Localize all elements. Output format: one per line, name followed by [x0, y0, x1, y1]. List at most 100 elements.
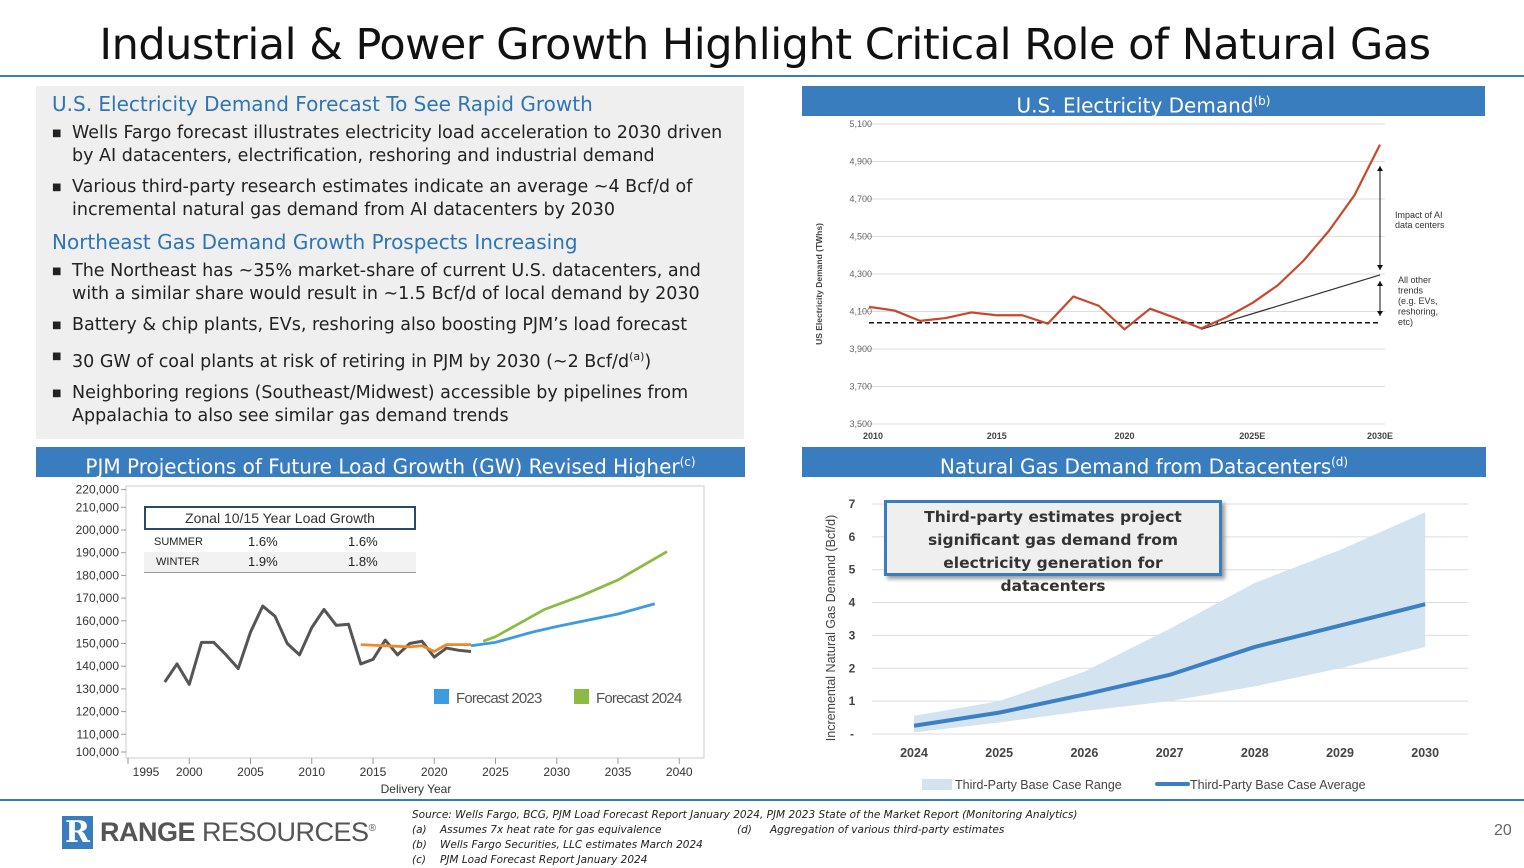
divider: [0, 75, 1524, 77]
footnote: (a) Assumes 7x heat rate for gas equivale…: [412, 824, 662, 836]
y-tick-label: 4,700: [849, 194, 872, 204]
elec-demand-header: U.S. Electricity Demand(b): [802, 86, 1485, 118]
legend-swatch: [434, 689, 449, 704]
pjm-header: PJM Projections of Future Load Growth (G…: [36, 447, 745, 479]
y-tick-label: 4,300: [849, 269, 872, 279]
arrowhead-icon: [1377, 166, 1383, 171]
x-tick-label: 2025E: [1239, 431, 1265, 441]
x-tick-label: 2027: [1156, 746, 1184, 760]
y-tick-label: 5,100: [849, 119, 872, 129]
x-tick-label: 2035: [605, 765, 632, 779]
bullet: ■ The Northeast has ~35% market-share of …: [52, 260, 728, 306]
x-tick-label: 2030: [543, 765, 570, 779]
y-tick-label: 3,700: [849, 382, 872, 392]
logo-text: RANGE: [100, 817, 196, 847]
series-line-forecast-2024: [482, 550, 668, 643]
legend-label: Third-Party Base Case Range: [955, 778, 1122, 792]
footnote-ref: (a): [629, 350, 645, 363]
legend-label: Forecast 2023: [456, 690, 542, 707]
table-row: SUMMER 1.6% 1.6%: [144, 532, 416, 552]
y-tick-label: 4: [849, 596, 856, 610]
table-row: WINTER 1.9% 1.8%: [144, 552, 416, 572]
x-tick-label: 2030: [1411, 746, 1439, 760]
y-tick-label: 160,000: [76, 614, 120, 628]
y-tick-label: 1: [849, 694, 856, 708]
y-tick-label: 7: [849, 497, 856, 511]
y-tick-label: 3: [849, 628, 856, 642]
table-cell: 1.8%: [348, 554, 378, 569]
y-tick-label: 5: [849, 563, 856, 577]
series-line-historical: [163, 604, 472, 686]
footnote-ref: (b): [1253, 94, 1271, 108]
y-tick-label: 4,900: [849, 157, 872, 167]
heading-electricity: U.S. Electricity Demand Forecast To See …: [52, 92, 593, 116]
series-line-average: [913, 602, 1426, 728]
x-tick-label: 2024: [900, 746, 928, 760]
y-tick-label: -: [850, 727, 854, 741]
x-tick-label: 2026: [1070, 746, 1098, 760]
arrowhead-icon: [1377, 281, 1383, 286]
series-area-range: [914, 512, 1426, 733]
x-tick-label: 2015: [360, 765, 387, 779]
x-tick-label: 2040: [666, 765, 693, 779]
y-tick-label: 170,000: [76, 591, 120, 605]
bullet: ■ Various third-party research estimates …: [52, 176, 728, 222]
header-text: U.S. Electricity Demand: [1016, 93, 1254, 118]
series-line-other-trends: [1200, 274, 1381, 330]
y-tick-label: 220,000: [76, 483, 120, 497]
bullet: ■ 30 GW of coal plants at risk of retirin…: [52, 350, 652, 372]
bullet-text: ): [644, 351, 652, 372]
y-tick-label: 140,000: [76, 659, 120, 673]
table-cell: SUMMER: [154, 536, 203, 548]
y-tick-label: 4,500: [849, 232, 872, 242]
series-line-forecast-2023: [470, 602, 656, 648]
series-line-actual: [360, 643, 471, 653]
x-axis-label: Delivery Year: [381, 782, 452, 796]
arrowhead-icon: [1377, 265, 1383, 270]
footnote-ref: (d): [1331, 455, 1349, 469]
bullet: ■ Neighboring regions (Southeast/Midwest)…: [52, 382, 728, 428]
y-tick-label: 100,000: [76, 745, 120, 759]
y-tick-label: 4,100: [849, 307, 872, 317]
x-tick-label: 2025: [985, 746, 1013, 760]
x-tick-label: 2000: [176, 765, 203, 779]
x-tick-label: 2015: [987, 431, 1007, 441]
table-cell: 1.9%: [248, 554, 278, 569]
footnote: (b) Wells Fargo Securities, LLC estimates…: [412, 839, 703, 851]
annotation-other: All other trends (e.g. EVs, reshoring, etc): [1398, 275, 1438, 327]
x-tick-label: 2028: [1241, 746, 1269, 760]
bullet-text: Neighboring regions (Southeast/Midwest) …: [72, 382, 689, 426]
load-growth-table: SUMMER 1.6% 1.6% WINTER 1.9% 1.8%: [144, 532, 416, 573]
source-note: Source: Wells Fargo, BCG, PJM Load Forec…: [412, 809, 1078, 821]
highlights-panel: U.S. Electricity Demand Forecast To See …: [36, 86, 744, 439]
gas-demand-header: Natural Gas Demand from Datacenters(d): [802, 447, 1486, 479]
bullet-text: Battery & chip plants, EVs, reshoring al…: [72, 315, 688, 335]
divider: [0, 799, 1524, 801]
x-tick-label: 2010: [863, 431, 883, 441]
footnote-ref: (c): [679, 455, 696, 469]
y-tick-label: 190,000: [76, 546, 120, 560]
gas-callout: Third-party estimates project significan…: [884, 500, 1222, 595]
table-cell: WINTER: [156, 556, 200, 568]
page-number: 20: [1494, 822, 1512, 839]
x-tick-label: 2005: [237, 765, 264, 779]
annotation-ai: Impact of AI data centers: [1395, 210, 1445, 230]
legend-label: Forecast 2024: [596, 690, 682, 707]
y-axis-label: Incremental Natural Gas Demand (Bcf/d): [824, 515, 838, 741]
plot-frame: [125, 485, 705, 759]
x-tick-label: 2020: [1114, 431, 1134, 441]
y-tick-label: 3,500: [849, 419, 872, 429]
y-tick-label: 3,900: [849, 344, 872, 354]
arrowhead-icon: [1377, 311, 1383, 316]
bullet-text: Wells Fargo forecast illustrates electri…: [72, 123, 723, 166]
x-tick-label: 1995: [133, 765, 160, 779]
y-tick-label: 120,000: [76, 705, 120, 719]
bullet-text: Various third-party research estimates i…: [72, 177, 693, 220]
y-tick-label: 150,000: [76, 637, 120, 651]
y-tick-label: 210,000: [76, 500, 120, 514]
y-tick-label: 110,000: [77, 727, 120, 741]
load-growth-table-title: Zonal 10/15 Year Load Growth: [144, 506, 416, 530]
x-tick-label: 2025: [482, 765, 509, 779]
company-logo: RANGE RESOURCES®: [100, 817, 376, 847]
